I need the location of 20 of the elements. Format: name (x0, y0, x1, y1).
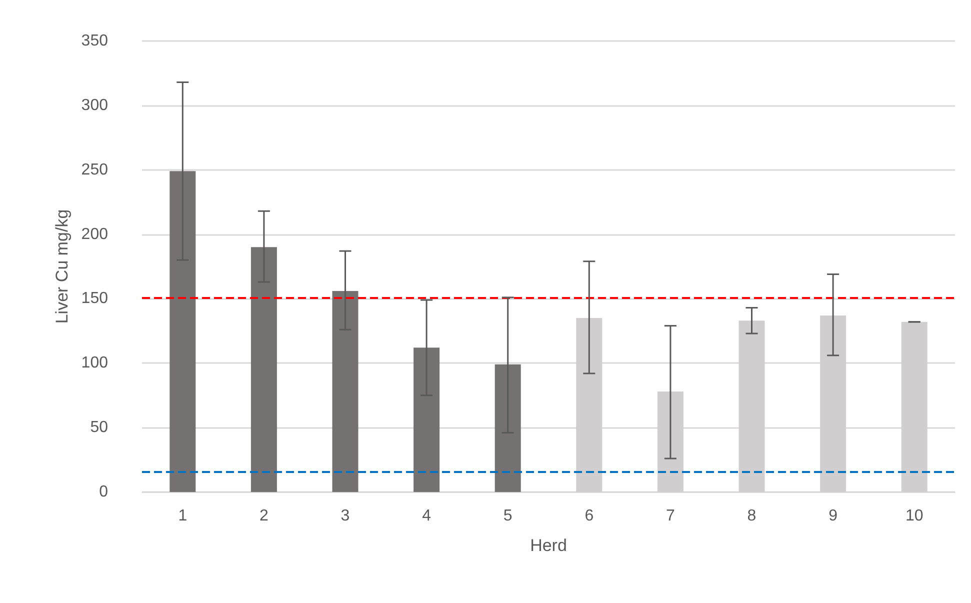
x-tick-label: 2 (259, 508, 268, 524)
x-tick-label: 5 (503, 508, 512, 524)
x-tick-label: 7 (666, 508, 675, 524)
y-tick-label: 150 (81, 290, 108, 308)
x-tick-label: 8 (747, 508, 756, 524)
x-tick-label: 9 (828, 508, 838, 524)
y-tick-label: 100 (81, 354, 108, 372)
y-tick-label: 50 (90, 419, 108, 436)
y-tick-label: 250 (81, 161, 108, 178)
y-tick-label: 350 (81, 32, 108, 50)
x-tick-label: 1 (178, 508, 188, 524)
y-tick-label: 300 (81, 96, 108, 114)
y-tick-label: 0 (99, 484, 108, 500)
x-tick-label: 10 (905, 508, 924, 524)
x-tick-label: 4 (422, 508, 432, 524)
x-axis-title: Herd (530, 536, 567, 555)
y-tick-label: 200 (81, 226, 108, 243)
y-axis-title: Liver Cu mg/kg (52, 209, 72, 324)
x-tick-label: 3 (340, 508, 350, 524)
x-tick-label: 6 (584, 508, 594, 524)
